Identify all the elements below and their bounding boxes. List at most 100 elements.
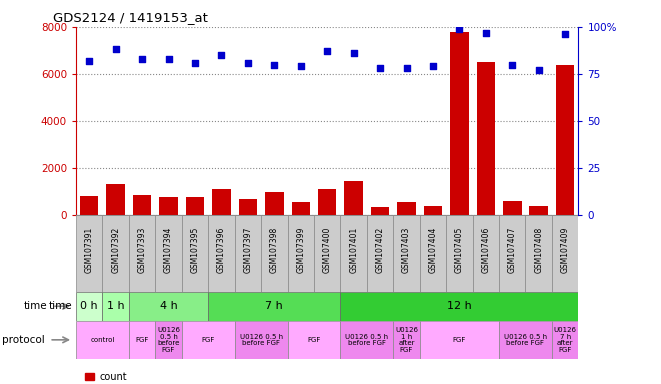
Text: U0126
0.5 h
before
FGF: U0126 0.5 h before FGF: [157, 327, 180, 353]
Bar: [288, 215, 314, 292]
Bar: [129, 321, 155, 359]
Text: time: time: [49, 301, 73, 311]
Bar: [450, 31, 469, 215]
Text: FGF: FGF: [136, 337, 149, 343]
Point: [322, 48, 332, 55]
Bar: [477, 62, 495, 215]
Bar: [182, 215, 208, 292]
Text: U0126 0.5 h
before FGF: U0126 0.5 h before FGF: [504, 334, 547, 346]
Text: GSM107398: GSM107398: [270, 227, 279, 273]
Text: GSM107391: GSM107391: [85, 227, 94, 273]
Text: GSM107407: GSM107407: [508, 227, 517, 273]
Bar: [155, 215, 182, 292]
Text: control: control: [91, 337, 114, 343]
Text: GSM107393: GSM107393: [137, 227, 147, 273]
Point: [348, 50, 359, 56]
Bar: [186, 197, 204, 215]
Text: GSM107408: GSM107408: [534, 227, 543, 273]
Bar: [420, 321, 499, 359]
Point: [216, 52, 227, 58]
Bar: [102, 292, 129, 321]
Bar: [261, 215, 288, 292]
Bar: [525, 215, 552, 292]
Legend: count, percentile rank within the sample: count, percentile rank within the sample: [81, 368, 268, 384]
Text: GSM107400: GSM107400: [323, 227, 332, 273]
Bar: [556, 65, 574, 215]
Bar: [76, 215, 102, 292]
Point: [428, 63, 438, 70]
Bar: [473, 215, 499, 292]
Text: FGF: FGF: [307, 337, 321, 343]
Text: GSM107394: GSM107394: [164, 227, 173, 273]
Bar: [371, 207, 389, 215]
Bar: [106, 184, 125, 215]
Point: [243, 60, 253, 66]
Bar: [239, 199, 257, 215]
Text: GSM107409: GSM107409: [561, 227, 570, 273]
Bar: [424, 206, 442, 215]
Bar: [76, 292, 102, 321]
Point: [190, 60, 200, 66]
Bar: [182, 321, 235, 359]
Point: [375, 65, 385, 71]
Text: GSM107395: GSM107395: [190, 227, 200, 273]
Bar: [393, 321, 420, 359]
Text: U0126
7 h
after
FGF: U0126 7 h after FGF: [554, 327, 576, 353]
Text: GDS2124 / 1419153_at: GDS2124 / 1419153_at: [53, 11, 208, 24]
Point: [401, 65, 412, 71]
Bar: [235, 321, 288, 359]
Text: FGF: FGF: [202, 337, 215, 343]
Bar: [208, 292, 340, 321]
Point: [295, 63, 306, 70]
Text: GSM107401: GSM107401: [349, 227, 358, 273]
Point: [163, 56, 174, 62]
Text: GSM107404: GSM107404: [428, 227, 438, 273]
Text: GSM107396: GSM107396: [217, 227, 226, 273]
Text: U0126
1 h
after
FGF: U0126 1 h after FGF: [395, 327, 418, 353]
Point: [454, 26, 465, 32]
Bar: [340, 292, 578, 321]
Point: [481, 30, 491, 36]
Bar: [503, 201, 522, 215]
Bar: [76, 321, 129, 359]
Bar: [159, 197, 178, 215]
Point: [507, 61, 518, 68]
Bar: [367, 215, 393, 292]
Bar: [552, 215, 578, 292]
Text: time: time: [24, 301, 48, 311]
Text: 1 h: 1 h: [107, 301, 124, 311]
Text: U0126 0.5 h
before FGF: U0126 0.5 h before FGF: [345, 334, 389, 346]
Bar: [129, 292, 208, 321]
Bar: [397, 202, 416, 215]
Bar: [208, 215, 235, 292]
Bar: [80, 196, 98, 215]
Bar: [446, 215, 473, 292]
Bar: [340, 321, 393, 359]
Text: 4 h: 4 h: [160, 301, 177, 311]
Text: U0126 0.5 h
before FGF: U0126 0.5 h before FGF: [239, 334, 283, 346]
Point: [533, 67, 544, 73]
Text: FGF: FGF: [453, 337, 466, 343]
Text: 0 h: 0 h: [81, 301, 98, 311]
Bar: [235, 215, 261, 292]
Text: GSM107406: GSM107406: [481, 227, 490, 273]
Point: [84, 58, 95, 64]
Text: 7 h: 7 h: [266, 301, 283, 311]
Bar: [288, 321, 340, 359]
Text: protocol: protocol: [3, 335, 45, 345]
Bar: [102, 215, 129, 292]
Bar: [420, 215, 446, 292]
Bar: [340, 215, 367, 292]
Text: GSM107392: GSM107392: [111, 227, 120, 273]
Bar: [529, 206, 548, 215]
Bar: [314, 215, 340, 292]
Point: [137, 56, 147, 62]
Bar: [499, 321, 552, 359]
Bar: [212, 189, 231, 215]
Point: [269, 61, 280, 68]
Bar: [393, 215, 420, 292]
Bar: [129, 215, 155, 292]
Text: GSM107403: GSM107403: [402, 227, 411, 273]
Bar: [292, 202, 310, 215]
Text: GSM107399: GSM107399: [296, 227, 305, 273]
